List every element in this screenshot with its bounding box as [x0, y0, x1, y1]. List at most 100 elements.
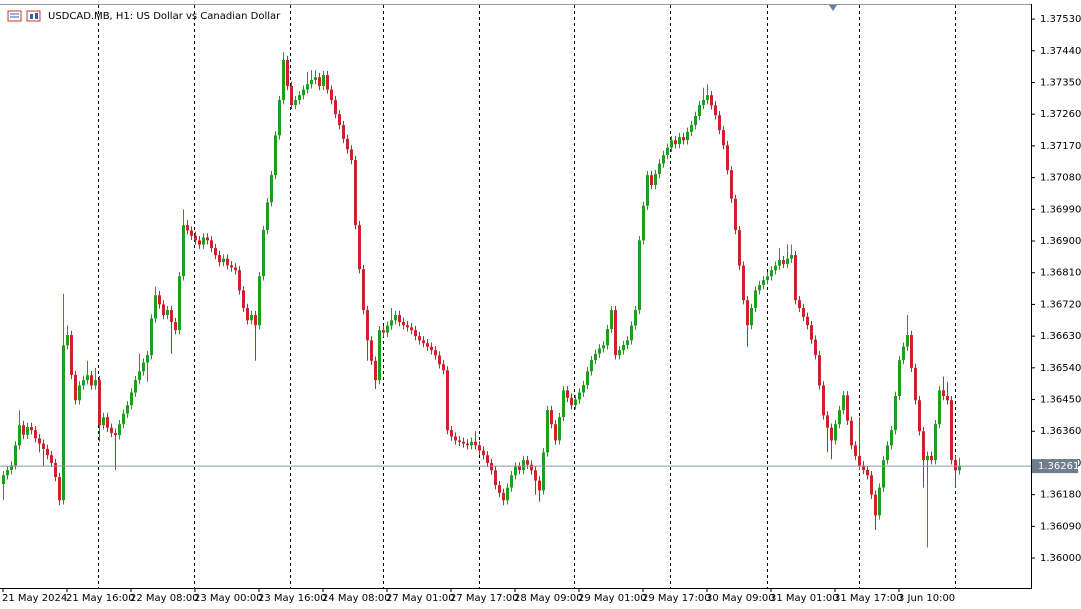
candle-body	[886, 445, 889, 461]
candle-body	[222, 258, 225, 263]
candle-body	[550, 410, 553, 425]
candle-body	[70, 335, 73, 375]
last-price-label: 1.36261	[1038, 461, 1079, 472]
candle-body	[674, 140, 677, 145]
candle-body	[814, 339, 817, 356]
x-tick-label: 23 May 16:00	[258, 593, 327, 604]
candle-body	[318, 77, 321, 87]
candle-body	[182, 225, 185, 277]
candle-body	[534, 470, 537, 481]
candle-body	[358, 225, 361, 270]
candle-body	[914, 367, 917, 401]
candle-body	[682, 137, 685, 141]
candle-body	[538, 480, 541, 491]
candle-body	[846, 395, 849, 421]
candle-body	[398, 314, 401, 323]
candle-body	[494, 470, 497, 486]
candle-body	[274, 135, 277, 176]
candle-body	[438, 355, 441, 365]
candle-body	[938, 390, 941, 425]
candle-body	[738, 230, 741, 266]
candle-body	[722, 130, 725, 146]
candle-body	[270, 175, 273, 203]
shift-marker	[829, 5, 837, 11]
candle-body	[310, 80, 313, 85]
candle-body	[418, 336, 421, 341]
candle-body	[794, 255, 797, 301]
y-tick-label: 1.36630	[1040, 331, 1081, 342]
candle-body	[246, 307, 249, 321]
icon	[7, 10, 22, 22]
candle-body	[562, 390, 565, 418]
candle-body	[218, 255, 221, 263]
y-tick-label: 1.36450	[1040, 395, 1081, 406]
candle-body	[942, 390, 945, 397]
candle-body	[498, 485, 501, 493]
candle-body	[214, 248, 217, 256]
candle-body	[730, 170, 733, 199]
candle-body	[718, 115, 721, 131]
candle-body	[198, 240, 201, 245]
candle-body	[186, 225, 189, 231]
candle-body	[606, 329, 609, 346]
candle-body	[78, 385, 81, 401]
candle-body	[546, 410, 549, 453]
candle-body	[902, 346, 905, 361]
candle-body	[610, 310, 613, 330]
x-tick-label: 31 May 17:00	[834, 593, 903, 604]
y-tick-label: 1.37350	[1040, 77, 1081, 88]
x-tick-label: 21 May 16:00	[66, 593, 135, 604]
candle-body	[122, 413, 125, 425]
candle-body	[322, 75, 325, 87]
candle-body	[146, 355, 149, 363]
candle-body	[910, 335, 913, 368]
candle-body	[66, 335, 69, 346]
candle-body	[326, 75, 329, 90]
candle-body	[702, 100, 705, 106]
candle-body	[22, 425, 25, 435]
candle-body	[266, 202, 269, 231]
candle-body	[414, 330, 417, 337]
candle-body	[554, 424, 557, 441]
candle-body	[102, 417, 105, 426]
candle-body	[42, 443, 45, 449]
candle-body	[694, 115, 697, 126]
candle-body	[542, 452, 545, 491]
candle-body	[742, 265, 745, 301]
candle-body	[826, 415, 829, 428]
y-tick-label: 1.37170	[1040, 141, 1081, 152]
candle-body	[158, 295, 161, 305]
candle-body	[666, 147, 669, 156]
candle-body	[866, 469, 869, 476]
candle-body	[822, 385, 825, 416]
candle-body	[330, 89, 333, 101]
candle-body	[10, 465, 13, 470]
candle-body	[114, 433, 117, 436]
candle-body	[298, 95, 301, 101]
candle-body	[758, 285, 761, 291]
candle-body	[334, 100, 337, 115]
candle-body	[626, 340, 629, 345]
y-tick-label: 1.37530	[1040, 14, 1081, 25]
candle-body	[58, 477, 61, 501]
candle-body	[26, 427, 29, 435]
candle-body	[714, 105, 717, 116]
candle-body	[834, 424, 837, 441]
candle-body	[426, 343, 429, 347]
candle-body	[922, 431, 925, 461]
candle-body	[526, 460, 529, 465]
candle-body	[38, 438, 41, 444]
candle-body	[490, 462, 493, 471]
candle-body	[278, 100, 281, 136]
candle-body	[390, 320, 393, 326]
candle-body	[2, 475, 5, 485]
candle-body	[590, 360, 593, 372]
candle-body	[818, 355, 821, 386]
candle-body	[250, 314, 253, 321]
candle-body	[782, 260, 785, 264]
candle-body	[382, 330, 385, 333]
candle-body	[378, 330, 381, 381]
x-tick-label: 22 May 08:00	[130, 593, 199, 604]
candle-body	[810, 325, 813, 340]
candle-body	[634, 310, 637, 326]
